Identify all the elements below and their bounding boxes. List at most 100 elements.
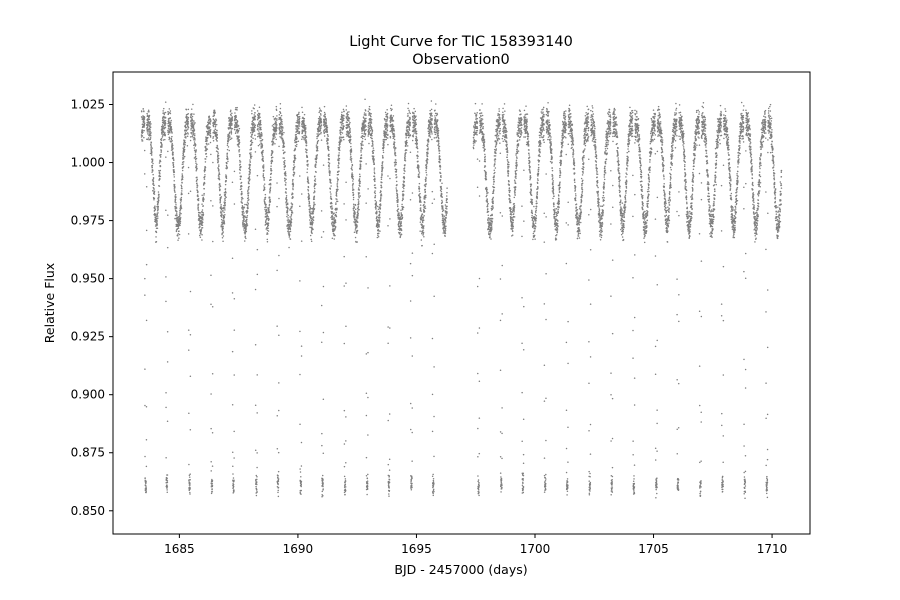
flux-point [166, 477, 168, 480]
flux-point [194, 143, 197, 146]
flux-point [308, 197, 311, 200]
flux-point [160, 151, 162, 153]
flux-point [190, 108, 193, 110]
flux-point [354, 208, 357, 211]
flux-point [378, 221, 381, 223]
flux-point [421, 213, 424, 216]
flux-point [308, 195, 310, 197]
flux-point [145, 489, 148, 491]
flux-point [230, 131, 233, 134]
flux-point [392, 127, 395, 130]
flux-point [227, 146, 230, 148]
flux-point [313, 204, 315, 207]
flux-point [226, 157, 229, 160]
flux-point [182, 161, 185, 163]
flux-point [291, 203, 294, 205]
flux-point [160, 137, 163, 140]
flux-point [280, 114, 283, 117]
flux-point [232, 473, 234, 475]
flux-point [161, 136, 164, 138]
flux-point [329, 179, 332, 181]
flux-point [370, 118, 373, 121]
flux-point [213, 129, 215, 132]
flux-point [318, 127, 320, 130]
flux-point [143, 110, 145, 113]
flux-point [191, 115, 194, 118]
flux-point [415, 132, 418, 135]
flux-point [173, 159, 175, 162]
flux-point [276, 205, 278, 208]
flux-point [161, 145, 163, 147]
flux-point [314, 203, 316, 206]
flux-point [240, 190, 243, 193]
flux-point [172, 144, 174, 147]
flux-point [353, 231, 356, 233]
flux-point [166, 487, 168, 489]
flux-point [350, 135, 352, 138]
flux-point [153, 193, 156, 195]
flux-point [165, 391, 167, 394]
flux-point [145, 406, 148, 408]
flux-point [281, 118, 283, 121]
flux-point [173, 179, 175, 182]
flux-point [298, 130, 301, 133]
flux-point [170, 128, 173, 131]
flux-point [320, 121, 323, 124]
flux-point [246, 224, 249, 226]
flux-point [340, 138, 342, 140]
flux-point [386, 118, 388, 121]
flux-point [246, 218, 248, 221]
flux-point [251, 120, 254, 123]
flux-point [418, 170, 420, 172]
flux-point [294, 157, 297, 160]
flux-point [300, 480, 303, 483]
flux-point [168, 108, 171, 110]
flux-point [262, 164, 265, 166]
flux-point [254, 138, 257, 140]
flux-point [289, 238, 292, 240]
flux-point [168, 138, 170, 141]
flux-point [189, 478, 191, 481]
flux-point [371, 142, 374, 145]
flux-point [257, 135, 259, 138]
flux-point [388, 485, 390, 488]
flux-point [285, 188, 287, 190]
chart-title: Light Curve for TIC 158393140 [349, 34, 573, 50]
flux-point [272, 115, 275, 118]
flux-point [153, 199, 155, 201]
flux-point [338, 138, 341, 140]
flux-point [270, 168, 272, 170]
flux-point [233, 491, 235, 493]
flux-point [334, 220, 337, 222]
flux-point [168, 130, 171, 132]
flux-point [289, 230, 292, 233]
flux-point [309, 206, 312, 209]
flux-point [322, 285, 325, 288]
flux-point [254, 118, 256, 121]
flux-point [303, 120, 305, 122]
flux-point [339, 133, 342, 136]
flux-point [224, 188, 227, 190]
flux-point [267, 224, 270, 227]
flux-point [252, 137, 254, 140]
flux-point [175, 230, 178, 233]
flux-point [414, 127, 417, 130]
flux-point [233, 489, 235, 492]
flux-point [152, 173, 154, 176]
flux-point [388, 478, 391, 481]
flux-point [360, 154, 363, 156]
flux-point [338, 166, 340, 169]
flux-point [365, 353, 368, 355]
flux-point [335, 226, 337, 228]
flux-point [197, 203, 200, 205]
flux-point [392, 125, 395, 127]
flux-point [338, 159, 340, 162]
flux-point [413, 112, 415, 114]
flux-point [179, 214, 181, 217]
flux-point [414, 110, 417, 113]
flux-point [211, 488, 213, 490]
flux-point [365, 414, 368, 417]
flux-point [415, 122, 417, 124]
flux-point [303, 138, 305, 141]
flux-point [224, 214, 226, 216]
